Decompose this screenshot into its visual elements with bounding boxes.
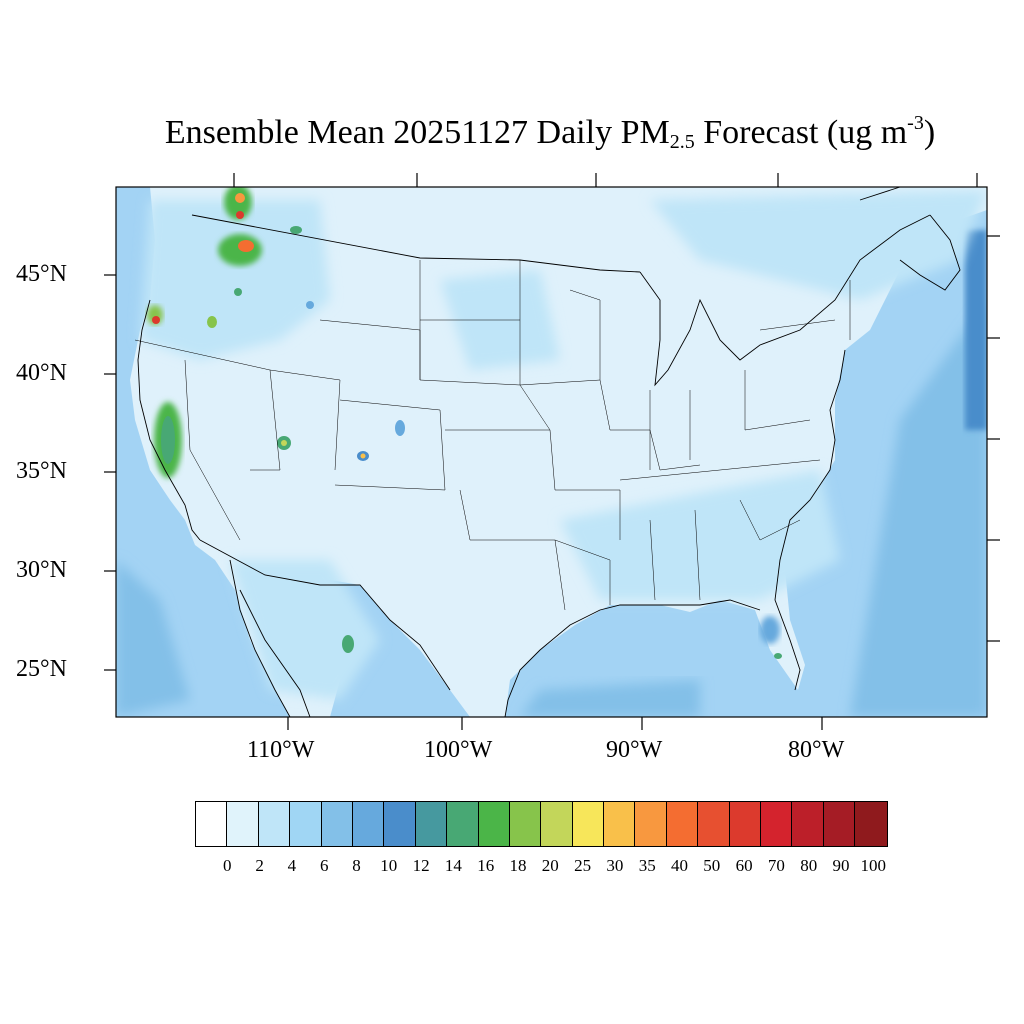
colorbar-tick-label: 100 [860, 856, 887, 875]
colorbar-swatch [635, 802, 667, 846]
colorbar-swatch [698, 802, 730, 846]
colorbar-swatch [572, 802, 605, 846]
colorbar-swatch [352, 802, 385, 846]
map-title: Ensemble Mean 20251127 Daily PM2.5 Forec… [164, 112, 936, 153]
colorbar-tick-label: 50 [703, 856, 721, 875]
shade-east [560, 470, 840, 600]
colorbar-swatch [447, 802, 479, 846]
colorbar-swatch [792, 802, 824, 846]
colorbar-tick-label: 6 [319, 856, 329, 875]
colorbar-tick-label: 14 [444, 856, 462, 875]
colorbar-swatch [666, 802, 699, 846]
lat-label: 45°N [16, 261, 67, 287]
colorbar-tick-label: 0 [223, 856, 232, 875]
colorbar-swatch [415, 802, 448, 846]
colorbar-tick-label: 18 [509, 856, 527, 875]
pacific-deep [116, 560, 190, 717]
great-lakes [639, 214, 931, 387]
atlantic-coast [774, 349, 846, 691]
colorbar-swatch [541, 802, 573, 846]
colorbar-tick-label: 12 [412, 856, 430, 875]
hotspots [147, 187, 782, 659]
pacific-coast [137, 299, 201, 541]
colorbar-swatch [321, 802, 353, 846]
colorbar-swatch [729, 802, 762, 846]
colorbar-tick-label: 70 [767, 856, 785, 875]
colorbar-tick-label: 4 [287, 856, 297, 875]
colorbar-swatch [761, 802, 793, 846]
gulf-coast [504, 599, 761, 717]
colorbar-swatch [823, 802, 856, 846]
shade-northeast [650, 190, 987, 300]
colorbar-tick-label: 2 [255, 856, 264, 875]
lat-label: 30°N [16, 557, 67, 583]
colorbar-tick-label: 90 [832, 856, 850, 875]
colorbar-swatch [384, 802, 416, 846]
lon-label: 100°W [424, 737, 493, 763]
lon-label: 90°W [606, 737, 663, 763]
colorbar-swatch [855, 802, 887, 846]
colorbar-tick-label: 80 [800, 856, 818, 875]
lon-label: 80°W [788, 737, 845, 763]
colorbar-swatch [604, 802, 636, 846]
lat-label: 35°N [16, 458, 67, 484]
colorbar-tick-label: 40 [671, 856, 688, 875]
colorbar-tick-label: 25 [574, 856, 592, 875]
baja [229, 559, 291, 717]
colorbar-tick-label: 10 [380, 856, 398, 875]
colorbar-swatch [478, 802, 510, 846]
lat-label: 25°N [16, 656, 67, 682]
colorbar-tick-label: 30 [606, 856, 624, 875]
map-frame [115, 186, 988, 718]
canada-northeast [899, 214, 961, 291]
colorbar-tick-label: 8 [352, 856, 361, 875]
lat-label: 40°N [16, 360, 67, 386]
colorbar-swatch [509, 802, 542, 846]
atlantic-deep [850, 300, 987, 717]
mexico-mainland [239, 589, 311, 717]
state-lines [134, 260, 851, 611]
colorbar-swatch [290, 802, 322, 846]
shade-west [140, 200, 330, 360]
colorbar-swatch [227, 802, 259, 846]
colorbar [195, 801, 888, 847]
atlantic-edge [965, 230, 987, 430]
lon-label: 110°W [247, 737, 315, 763]
colorbar-tick-label: 16 [477, 856, 495, 875]
hudson-labrador [859, 187, 901, 201]
shade-south [230, 560, 380, 700]
tick-marks [104, 173, 1000, 730]
colorbar-swatch [196, 802, 228, 846]
colorbar-tick-label: 20 [541, 856, 559, 875]
colorbar-tick-label: 60 [735, 856, 753, 875]
colorbar-tick-label: 35 [638, 856, 656, 875]
gulf-deep [520, 680, 700, 717]
colorbar-swatch [258, 802, 291, 846]
mexico-border [199, 539, 451, 691]
boundaries [137, 187, 961, 717]
canada-border [191, 214, 641, 273]
